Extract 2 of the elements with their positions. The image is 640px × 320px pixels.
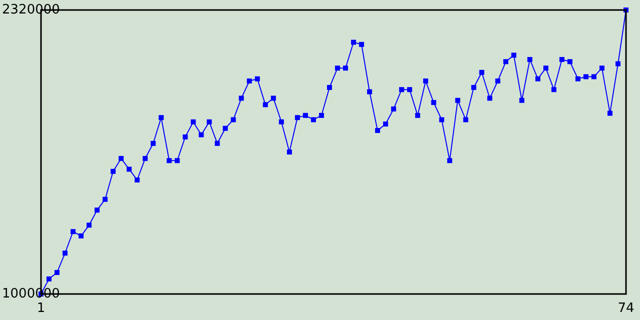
x-tick-label: 74 — [618, 301, 634, 316]
x-tick-label: 1 — [36, 301, 46, 316]
